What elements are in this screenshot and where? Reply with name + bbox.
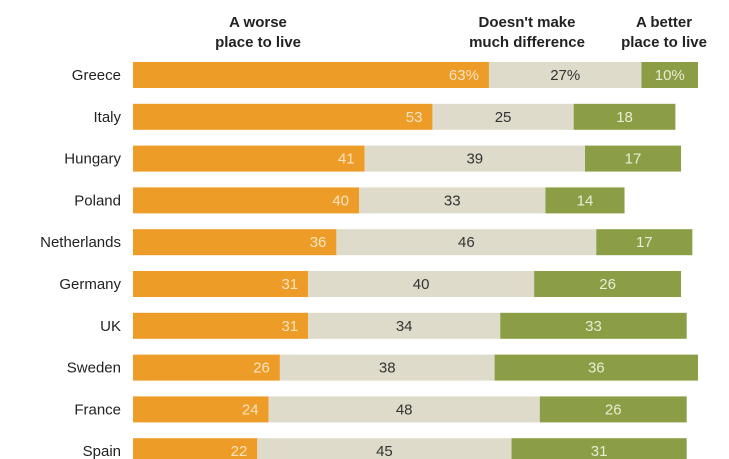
better-bar xyxy=(539,396,687,423)
header-line: place to live xyxy=(621,34,707,51)
row-uk: UK 31 34 33 xyxy=(100,312,687,339)
worse-bar xyxy=(133,438,258,459)
no-difference-value-label: 34 xyxy=(396,318,413,335)
no-difference-value-label: 25 xyxy=(495,109,512,126)
worse-bar xyxy=(133,103,433,130)
no-difference-bar xyxy=(308,312,501,339)
worse-value-label: 36 xyxy=(310,234,327,251)
worse-value-label: 53 xyxy=(406,109,423,126)
column-headers: A worse place to live Doesn't make much dif… xyxy=(215,14,707,51)
no-difference-value-label: 39 xyxy=(466,151,483,168)
category-label: France xyxy=(74,401,121,418)
no-difference-value-label: 46 xyxy=(458,234,475,251)
row-sweden: Sweden 26 38 36 xyxy=(67,354,698,381)
no-difference-value-label: 38 xyxy=(379,360,396,377)
no-difference-value-label: 45 xyxy=(376,443,393,459)
better-value-label: 26 xyxy=(599,276,616,293)
header-line: A worse xyxy=(229,14,287,31)
better-value-label: 33 xyxy=(585,318,602,335)
better-bar xyxy=(494,354,698,381)
worse-bar xyxy=(133,229,337,256)
worse-bar xyxy=(133,354,280,381)
row-poland: Poland 40 33 14 xyxy=(74,187,625,214)
row-france: France 24 48 26 xyxy=(74,396,687,423)
better-value-label: 14 xyxy=(577,192,594,209)
header-better: A better place to live xyxy=(621,14,707,51)
better-bar xyxy=(500,312,687,339)
worse-value-label: 41 xyxy=(338,151,355,168)
header-worse: A worse place to live xyxy=(215,14,301,51)
better-value-label: 17 xyxy=(636,234,653,251)
worse-bar xyxy=(133,312,309,339)
worse-bar xyxy=(133,145,365,172)
no-difference-bar xyxy=(336,229,597,256)
no-difference-bar xyxy=(279,354,495,381)
row-greece: Greece 63% 27% 10% xyxy=(72,62,698,88)
no-difference-value-label: 27% xyxy=(550,67,580,84)
worse-bar xyxy=(133,271,309,297)
no-difference-value-label: 40 xyxy=(413,276,430,293)
no-difference-bar xyxy=(308,271,535,297)
header-no-difference: Doesn't make much difference xyxy=(469,14,585,51)
row-spain: Spain 22 45 31 xyxy=(83,438,687,459)
better-value-label: 18 xyxy=(616,109,633,126)
worse-value-label: 22 xyxy=(231,443,248,459)
better-bar xyxy=(573,103,676,130)
row-germany: Germany 31 40 26 xyxy=(59,271,682,297)
no-difference-bar xyxy=(268,396,540,423)
better-value-label: 17 xyxy=(625,151,642,168)
chart-rows: Greece 63% 27% 10% Italy 53 25 18 Hungary 41 39 17 P… xyxy=(40,62,698,459)
header-line: place to live xyxy=(215,34,301,51)
better-bar xyxy=(534,271,682,297)
category-label: Spain xyxy=(83,443,121,459)
row-netherlands: Netherlands 36 46 17 xyxy=(40,229,693,256)
no-difference-bar xyxy=(359,187,546,214)
worse-value-label: 24 xyxy=(242,401,259,418)
row-italy: Italy 53 25 18 xyxy=(93,103,676,130)
better-bar xyxy=(545,187,625,214)
no-difference-bar xyxy=(257,438,512,459)
category-label: Greece xyxy=(72,67,121,84)
worse-bar xyxy=(133,396,269,423)
worse-bar xyxy=(133,187,359,214)
category-label: Italy xyxy=(93,109,121,126)
worse-value-label: 26 xyxy=(253,360,270,377)
no-difference-value-label: 33 xyxy=(444,192,461,209)
category-label: UK xyxy=(100,318,121,335)
better-value-label: 36 xyxy=(588,360,605,377)
better-bar xyxy=(585,145,682,172)
better-value-label: 26 xyxy=(605,401,622,418)
category-label: Sweden xyxy=(67,360,121,377)
no-difference-bar xyxy=(488,62,642,88)
no-difference-value-label: 48 xyxy=(396,401,413,418)
category-label: Poland xyxy=(74,192,121,209)
better-bar xyxy=(511,438,687,459)
better-bar xyxy=(641,62,698,88)
worse-bar xyxy=(133,62,489,88)
no-difference-bar xyxy=(364,145,585,172)
category-label: Germany xyxy=(59,276,121,293)
header-line: much difference xyxy=(469,34,585,51)
worse-value-label: 31 xyxy=(281,276,298,293)
worse-value-label: 63% xyxy=(449,67,479,84)
category-label: Netherlands xyxy=(40,234,121,251)
better-value-label: 31 xyxy=(591,443,608,459)
row-hungary: Hungary 41 39 17 xyxy=(64,145,682,172)
better-bar xyxy=(596,229,693,256)
worse-value-label: 31 xyxy=(281,318,298,335)
better-value-label: 10% xyxy=(655,67,685,84)
header-line: Doesn't make xyxy=(479,14,576,31)
no-difference-bar xyxy=(432,103,574,130)
worse-value-label: 40 xyxy=(332,192,349,209)
category-label: Hungary xyxy=(64,151,121,168)
header-line: A better xyxy=(636,14,692,31)
